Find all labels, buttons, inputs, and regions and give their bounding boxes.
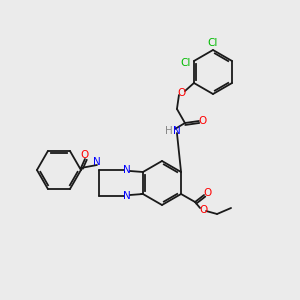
Text: O: O [199, 205, 207, 215]
Text: N: N [123, 191, 131, 201]
Text: Cl: Cl [181, 58, 191, 68]
Text: Cl: Cl [208, 38, 218, 48]
Text: O: O [178, 88, 186, 98]
Text: N: N [93, 157, 101, 167]
Text: O: O [81, 150, 89, 160]
Text: O: O [203, 188, 211, 198]
Text: H: H [165, 126, 173, 136]
Text: O: O [199, 116, 207, 126]
Text: N: N [173, 126, 181, 136]
Text: N: N [123, 165, 131, 175]
